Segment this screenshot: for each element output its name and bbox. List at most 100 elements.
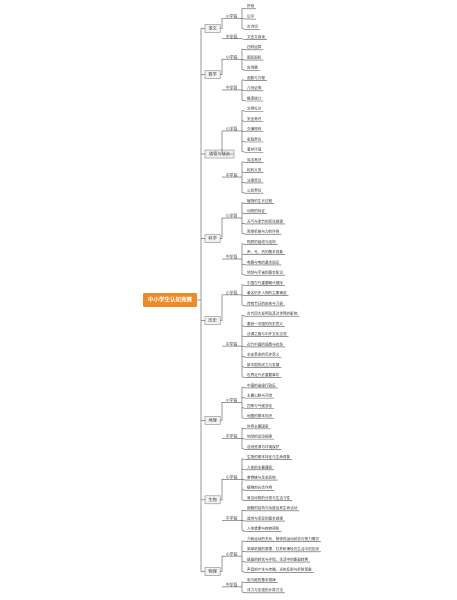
connector — [241, 202, 246, 204]
leaf-label: 辛亥革命的历史意义 — [247, 352, 280, 357]
group-label: 中学段 — [226, 341, 238, 346]
leaf-label: 概率统计 — [247, 95, 262, 100]
connector — [220, 555, 225, 572]
connector — [241, 560, 246, 563]
connector — [241, 274, 246, 276]
leaf-label: 生物的基本特征与生命现象 — [247, 454, 291, 459]
connector — [241, 38, 246, 40]
connector — [220, 402, 225, 421]
leaf-label: 细胞的结构与功能及其生命活动 — [247, 505, 298, 510]
connector — [241, 28, 246, 30]
group-label: 小学段 — [226, 551, 238, 556]
connector — [220, 217, 225, 239]
group-label: 小学段 — [226, 213, 238, 218]
connector — [241, 48, 246, 51]
connector — [241, 69, 246, 71]
connector — [241, 366, 246, 368]
connector — [241, 89, 246, 92]
connector — [241, 120, 246, 122]
leaf-label: 世界近代史重要事件 — [247, 372, 280, 377]
leaf-label: 植物的光合作用 — [247, 485, 273, 490]
leaf-label: 力和运动的关系，物体的运动状态与受力情况 — [247, 536, 319, 541]
leaf-label: 人体健康与疾病预防 — [247, 526, 280, 531]
leaf-label: 浮力与压强的计算方法 — [247, 587, 283, 592]
connector — [241, 458, 246, 460]
connector — [241, 489, 246, 491]
connector — [241, 243, 246, 245]
group-label: 小学段 — [226, 54, 238, 59]
leaf-label: 地图的基本知识 — [247, 413, 273, 418]
leaf-label: 家庭责任 — [247, 136, 262, 141]
connector — [241, 151, 246, 153]
connector — [241, 581, 246, 583]
leaf-label: 简单机械与力的作用 — [247, 229, 280, 234]
connector — [241, 212, 246, 215]
group-label: 中学段 — [226, 582, 238, 587]
branch-label: 语文 — [208, 24, 217, 31]
leaf-label: 爱护环境 — [247, 147, 262, 152]
connector — [241, 58, 246, 61]
leaf-label: 图形面积 — [247, 54, 262, 59]
connector — [241, 325, 246, 327]
branch-label: 数学 — [208, 71, 216, 78]
leaf-label: 秦统一中国的历史意义 — [247, 321, 283, 326]
leaf-label: 传统节日的由来与习俗 — [247, 300, 283, 305]
branch-label: 物理 — [208, 568, 217, 575]
root-node — [143, 293, 197, 307]
group-label: 中学段 — [226, 515, 238, 520]
leaf-label: 天气与季节的变化规律 — [247, 218, 283, 223]
leaf-label: 物质的组成与结构 — [247, 239, 276, 244]
connector — [220, 478, 225, 501]
connector — [241, 397, 246, 399]
connector — [241, 192, 246, 194]
connector — [241, 519, 246, 522]
leaf-label: 电与磁的基本规律 — [247, 577, 276, 582]
group-label: 小学段 — [226, 398, 238, 403]
connector — [241, 284, 246, 286]
connector — [241, 448, 246, 450]
leaf-label: 公民责任 — [247, 188, 262, 193]
leaf-label: 声、光、热的基本现象 — [247, 249, 283, 254]
leaf-label: 丝绸之路与中外文化交流 — [247, 331, 287, 336]
leaf-label: 能量的转化与守恒，生活中的能量转换 — [247, 556, 308, 561]
leaf-label: 宪法常识 — [247, 157, 262, 162]
leaf-label: 交通规则 — [247, 126, 262, 131]
leaf-label: 法律意识 — [247, 177, 262, 182]
branch-label: 历史 — [208, 316, 217, 323]
leaf-label: 近代中国的屈辱与抗争 — [247, 341, 283, 346]
leaf-label: 人体的主要器官 — [247, 464, 273, 469]
leaf-label: 文言文阅读 — [247, 34, 265, 39]
connector — [241, 315, 246, 317]
connector — [220, 294, 225, 321]
group-label: 中学段 — [226, 254, 238, 259]
leaf-label: 常见动物的分类与生活习性 — [247, 495, 291, 500]
leaf-label: 四季与气候变化 — [247, 403, 273, 408]
group-label: 小学段 — [226, 13, 238, 18]
leaf-label: 古代四大发明及其对世界的影响 — [247, 311, 298, 316]
connector — [241, 571, 246, 573]
connector — [241, 99, 246, 102]
connector — [241, 376, 246, 378]
leaf-label: 世界主要国家 — [247, 423, 269, 428]
connector — [241, 417, 246, 419]
connector — [241, 407, 246, 409]
connector — [241, 181, 246, 184]
leaf-label: 声音的产生与传播，光的反射与折射现象 — [247, 567, 312, 572]
connector — [220, 58, 225, 75]
leaf-label: 安全常识 — [247, 116, 262, 121]
leaf-label: 简单机械的原理，杠杆和滑轮在生活中的应用 — [247, 546, 319, 551]
leaf-label: 主要山脉与河流 — [247, 393, 273, 398]
connector — [241, 233, 246, 235]
leaf-label: 遗传与变异的基本规律 — [247, 515, 283, 520]
leaf-label: 函数与方程 — [247, 75, 265, 80]
connector — [241, 530, 246, 532]
connector — [241, 294, 246, 296]
group-label: 中学段 — [226, 172, 238, 177]
leaf-label: 电路与电的基本知识 — [247, 259, 280, 264]
leaf-label: 地球与宇宙的基本知识 — [247, 270, 283, 275]
connector — [241, 222, 246, 225]
root-label: 中小学生认知竞赛 — [148, 296, 193, 304]
leaf-label: 识字 — [247, 13, 255, 18]
leaf-label: 著名历史人物的主要事迹 — [247, 290, 287, 295]
